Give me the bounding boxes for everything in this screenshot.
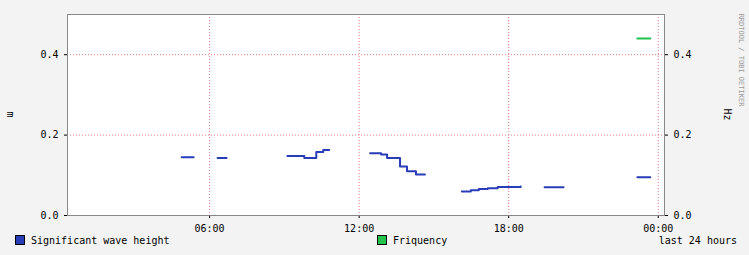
html-text:m: m [4,111,16,118]
svg-text:0.2: 0.2 [40,129,58,140]
svg-text:18:00: 18:00 [494,223,524,232]
html-text:Friquency: Friquency [393,235,448,246]
svg-text:0.4: 0.4 [40,49,58,60]
svg-text:00:00: 00:00 [643,223,673,232]
html-text:RRDTOOL / TOBI OETIKER: RRDTOOL / TOBI OETIKER [736,13,745,107]
svg-text:0.0: 0.0 [674,210,692,221]
svg-text:0.0: 0.0 [40,210,58,221]
svg-text:06:00: 06:00 [195,223,225,232]
svg-text:0.4: 0.4 [674,49,692,60]
html-text:Hz: Hz [721,108,733,121]
svg-text:12:00: 12:00 [344,223,374,232]
svg-text:0.2: 0.2 [674,129,692,140]
html-text:last 24 hours: last 24 hours [658,235,737,246]
html-text:Significant wave height: Significant wave height [31,235,170,246]
